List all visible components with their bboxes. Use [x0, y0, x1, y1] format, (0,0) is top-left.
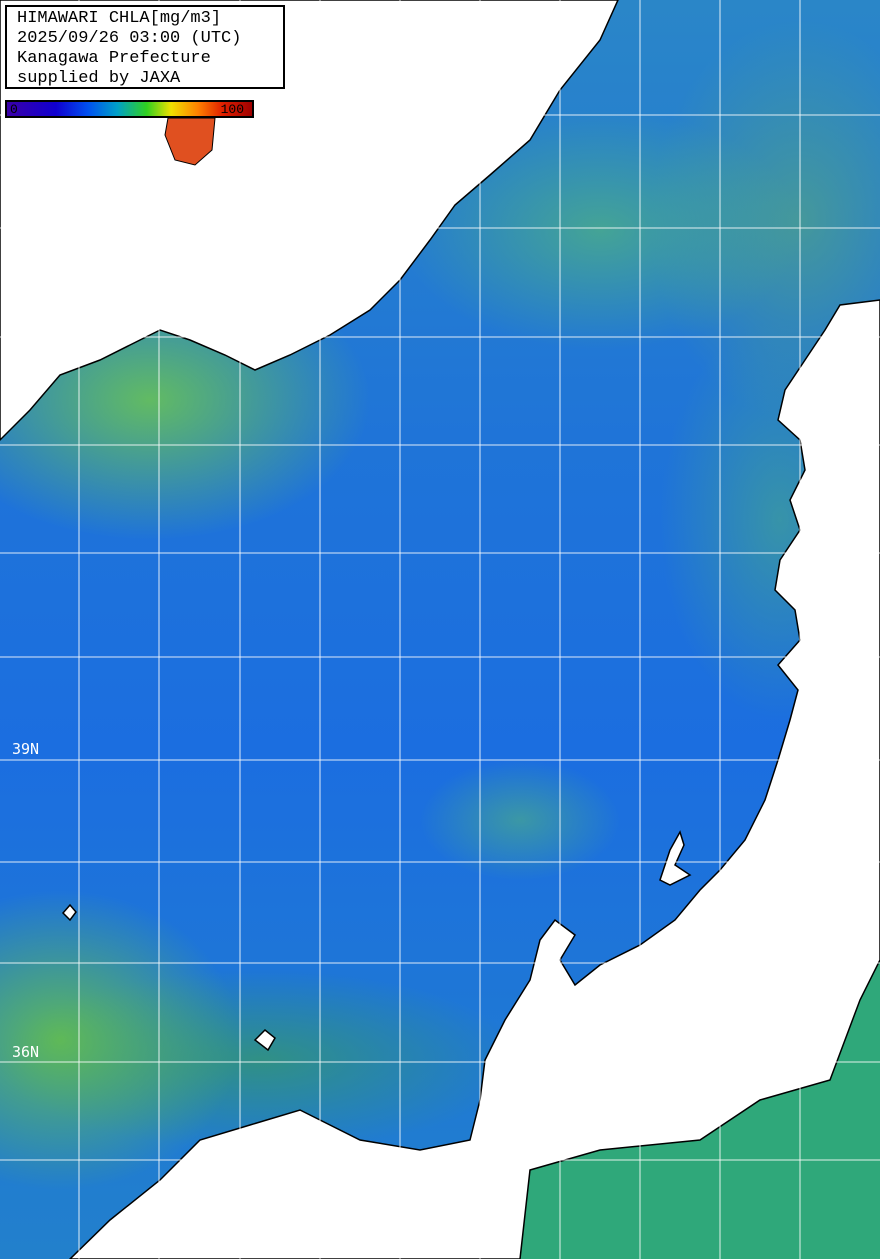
colorbar-legend: 0 100 — [5, 100, 254, 118]
pacific-ocean-area — [520, 960, 880, 1259]
land-island — [659, 830, 692, 886]
latitude-label-39n: 39N — [12, 740, 40, 758]
land-island — [61, 903, 77, 922]
land-japan — [68, 299, 880, 1259]
data-source: supplied by JAXA — [17, 69, 181, 88]
latitude-label-36n: 36N — [12, 1043, 40, 1061]
product-title: HIMAWARI CHLA[mg/m3] — [17, 9, 222, 28]
colorbar-max-label: 100 — [220, 102, 244, 117]
title-box: HIMAWARI CHLA[mg/m3] 2025/09/26 03:00 (U… — [5, 5, 285, 89]
provider: Kanagawa Prefecture — [17, 49, 211, 68]
timestamp: 2025/09/26 03:00 (UTC) — [17, 29, 242, 48]
coastal-bloom — [164, 117, 216, 166]
colorbar-min-label: 0 — [10, 102, 18, 117]
land-island — [253, 1028, 276, 1052]
